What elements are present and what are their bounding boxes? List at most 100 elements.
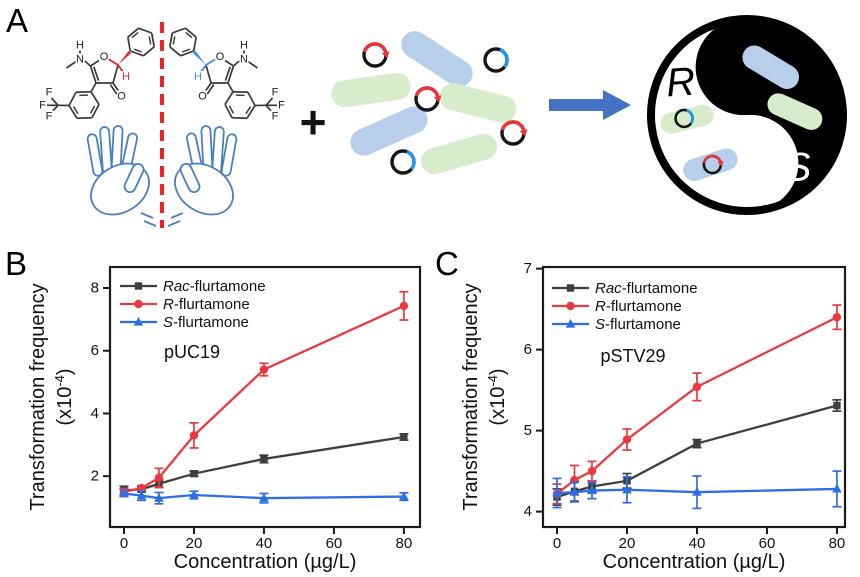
- bond: [169, 32, 174, 47]
- atom-label: O: [216, 51, 225, 63]
- bond: [90, 82, 97, 92]
- bond: [89, 65, 97, 84]
- x-tick-label: 20: [186, 535, 203, 552]
- label-halo: [198, 90, 207, 101]
- stereo-wedge: [118, 50, 132, 65]
- series-marker: [692, 382, 702, 392]
- bacteria-cell: [421, 133, 497, 175]
- series-S-flurtamone: [119, 488, 409, 505]
- y-axis-title: Transformation frequency: [460, 283, 482, 510]
- series-marker: [692, 487, 702, 496]
- bond-double: [133, 48, 142, 53]
- x-tick-label: 60: [759, 535, 776, 552]
- series-marker: [189, 490, 199, 499]
- hand-icon: [86, 125, 157, 227]
- series-marker: [587, 485, 597, 495]
- label-halo: [215, 51, 225, 61]
- bond: [127, 27, 140, 38]
- bond-double: [228, 105, 235, 114]
- series-line: [123, 492, 404, 500]
- series-marker: [400, 433, 408, 441]
- plot-frame: [108, 265, 422, 529]
- bond: [129, 50, 144, 57]
- bond: [171, 27, 186, 34]
- atom-label: H: [76, 40, 84, 52]
- bond: [184, 27, 197, 38]
- bond-double: [182, 48, 191, 53]
- x-tick-label: 60: [326, 535, 343, 552]
- series-marker: [832, 483, 842, 493]
- bond: [227, 65, 235, 84]
- series-R-flurtamone: [552, 304, 842, 505]
- bacteria-cell: [683, 148, 738, 181]
- stereo-wedge: [192, 50, 206, 65]
- label-halo: [44, 110, 54, 121]
- legend-entry-Rac-flurtamone: Rac-flurtamone: [120, 278, 266, 295]
- plot-inner-title: pUC19: [164, 342, 220, 362]
- bond: [224, 91, 234, 105]
- plasmid-icon: [414, 86, 442, 112]
- bond-double: [148, 36, 152, 45]
- x-tick-label: 80: [396, 535, 413, 552]
- yinyang-black-half: [695, 19, 843, 211]
- atom-label: H: [240, 40, 248, 52]
- atom-label: O: [117, 91, 126, 103]
- bacteria-cell: [742, 45, 800, 90]
- series-S-flurtamone: [552, 470, 842, 510]
- legend-label: Rac-flurtamone: [163, 278, 266, 295]
- atom-label: F: [39, 100, 46, 112]
- bond: [84, 60, 92, 67]
- atom-label: F: [46, 87, 53, 99]
- plot-inner-title: pSTV29: [600, 346, 665, 366]
- bond: [66, 60, 77, 69]
- bond: [247, 91, 256, 106]
- label-halo: [38, 99, 47, 110]
- chart-pstv29: 0 20 40 60 80 4 5 6 7 Concentration (µg/L) Transfo…: [460, 260, 847, 573]
- legend-marker: [565, 319, 576, 328]
- bond: [224, 104, 233, 119]
- series-marker: [552, 487, 562, 497]
- bacteria-cell: [401, 31, 473, 87]
- series-marker: [622, 484, 632, 494]
- plasmid-icon: [483, 47, 509, 73]
- panel-b-letter: B: [5, 245, 28, 282]
- bond: [90, 91, 100, 105]
- y-tick-label: 5: [524, 422, 532, 439]
- series-line: [556, 316, 838, 495]
- legend-marker: [134, 282, 143, 290]
- bond-double: [185, 31, 193, 39]
- wrist-lines: [167, 212, 184, 227]
- legend-marker: [134, 299, 143, 309]
- series-line: [123, 304, 405, 493]
- bond-double: [172, 36, 176, 45]
- bond: [232, 90, 248, 94]
- bond: [76, 116, 92, 120]
- bond: [232, 116, 248, 120]
- chart-puc19: 0 20 40 60 80 2 4 6 8 Concentration (µg/L) Transfo…: [27, 265, 422, 573]
- bond: [192, 37, 197, 52]
- bond: [224, 66, 232, 81]
- yinyang-symbol: RS: [647, 15, 847, 215]
- plasmid-icon: [674, 108, 694, 129]
- plasmid-icon: [500, 120, 528, 146]
- r-enantiomer-label: R: [665, 60, 697, 106]
- atom-label: H: [122, 71, 130, 83]
- stereo-bond: [205, 58, 216, 66]
- label-halo: [75, 53, 85, 64]
- series-marker: [189, 431, 199, 440]
- legend-marker: [566, 284, 575, 292]
- y-tick-label: 6: [524, 341, 532, 358]
- bond: [227, 82, 234, 92]
- plasmid-icon: [390, 149, 416, 175]
- arrow-icon: [549, 90, 631, 120]
- legend-label: R-flurtamone: [163, 296, 250, 313]
- series-marker: [833, 401, 841, 410]
- x-tick-label: 40: [256, 535, 273, 552]
- label-halo: [239, 39, 249, 50]
- label-halo: [193, 71, 203, 81]
- bacteria-cell: [767, 93, 823, 130]
- wrist-lines: [140, 212, 157, 227]
- y-tick-label: 2: [91, 468, 99, 485]
- series-marker: [832, 313, 842, 322]
